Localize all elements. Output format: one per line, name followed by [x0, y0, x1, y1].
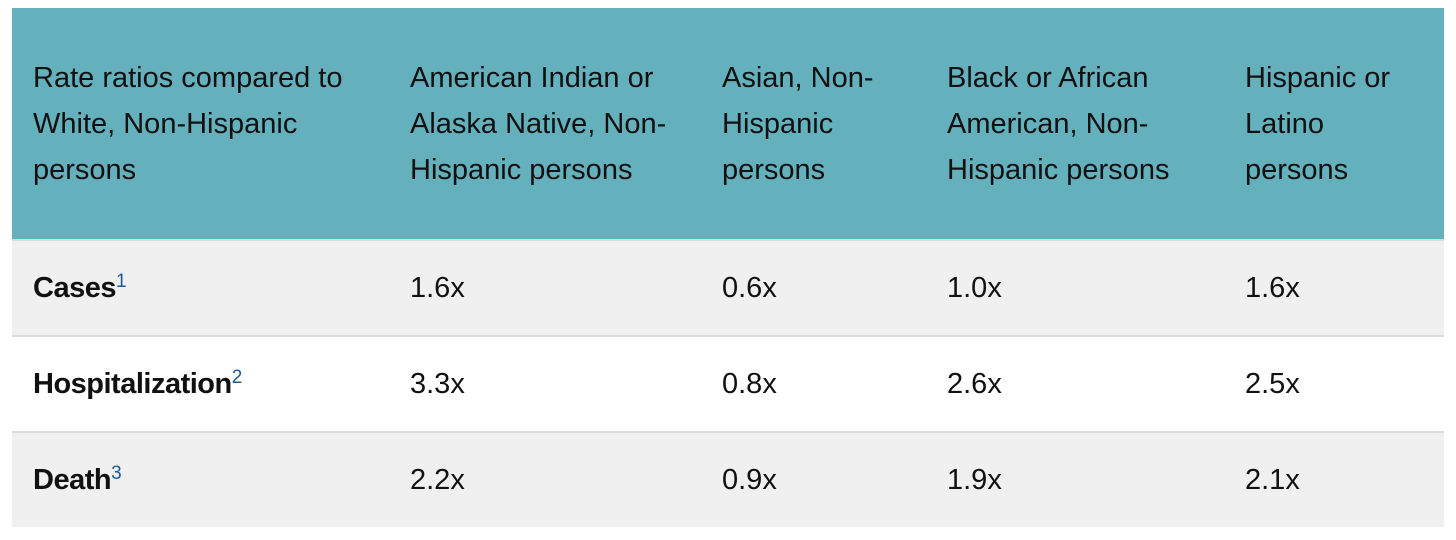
header-row: Rate ratios compared to White, Non-Hispa…: [12, 8, 1444, 240]
table-row: Cases1 1.6x 0.6x 1.0x 1.6x: [12, 239, 1444, 336]
value-cell: 0.8x: [701, 335, 926, 432]
row-label-cell: Cases1: [12, 239, 389, 336]
value-cell: 1.9x: [926, 431, 1224, 527]
value-cell: 1.6x: [389, 239, 701, 336]
row-label-cell: Hospitalization2: [12, 335, 389, 432]
header-cell: Rate ratios compared to White, Non-Hispa…: [12, 8, 389, 240]
row-label: Death: [33, 464, 112, 496]
table-body: Cases1 1.6x 0.6x 1.0x 1.6x Hospitalization2 3.…: [12, 239, 1444, 527]
header-cell: Black or African American, Non-Hispanic …: [926, 8, 1224, 240]
value-cell: 2.6x: [926, 335, 1224, 432]
footnote-ref: 1: [115, 271, 127, 292]
value-cell: 2.2x: [389, 431, 701, 527]
row-label-cell: Death3: [12, 431, 389, 527]
value-cell: 0.9x: [701, 431, 926, 527]
footnote-ref: 2: [231, 367, 243, 388]
footnote-ref: 3: [111, 463, 122, 484]
value-cell: 0.6x: [701, 239, 926, 336]
value-cell: 1.6x: [1224, 239, 1444, 336]
header-cell: Hispanic or Latino persons: [1224, 8, 1444, 240]
row-label: Hospitalization: [33, 368, 232, 400]
table-row: Death3 2.2x 0.9x 1.9x 2.1x: [12, 431, 1444, 527]
header-cell: Asian, Non-Hispanic persons: [701, 8, 926, 240]
value-cell: 2.5x: [1224, 335, 1444, 432]
row-label: Cases: [33, 272, 116, 304]
header-cell: American Indian or Alaska Native, Non-Hi…: [389, 8, 701, 240]
table-row: Hospitalization2 3.3x 0.8x 2.6x 2.5x: [12, 335, 1444, 432]
value-cell: 3.3x: [389, 335, 701, 432]
value-cell: 1.0x: [926, 239, 1224, 336]
value-cell: 2.1x: [1224, 431, 1444, 527]
rate-ratio-table: Rate ratios compared to White, Non-Hispa…: [12, 8, 1444, 527]
